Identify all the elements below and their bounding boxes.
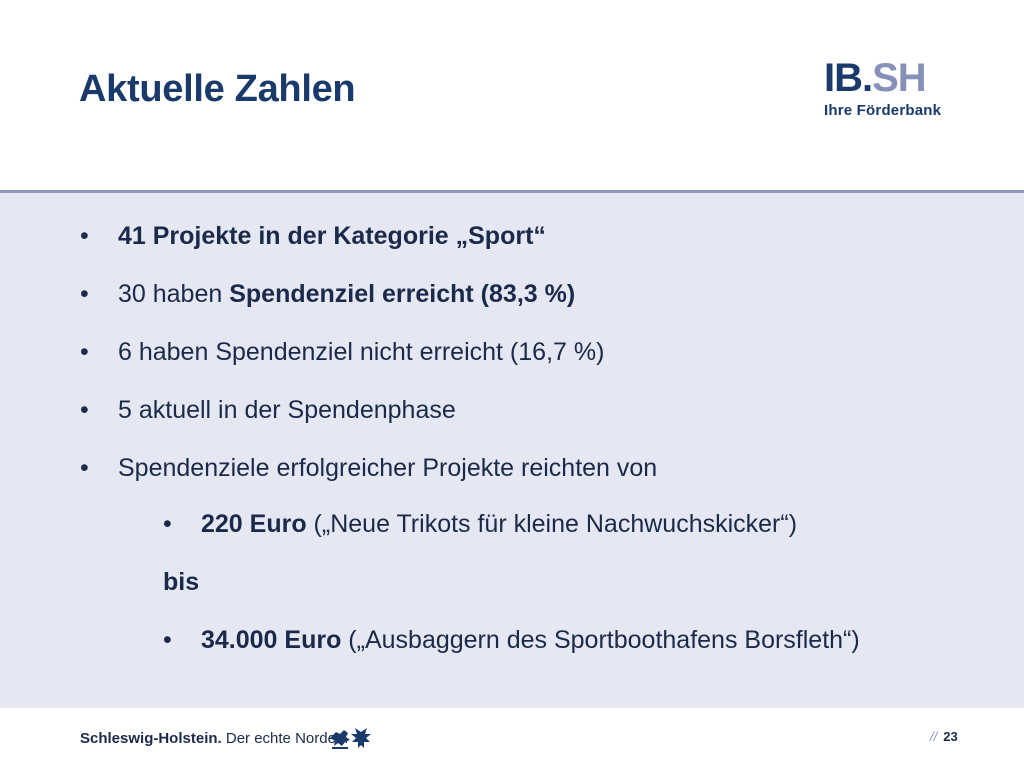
bullet-text-bold: 41 Projekte in der Kategorie „Sport“	[118, 222, 546, 250]
region-branding: Schleswig-Holstein. Der echte Norden.	[80, 730, 348, 747]
range-from-amount: 220 Euro	[201, 510, 307, 538]
slide-footer: Schleswig-Holstein. Der echte Norden. //…	[0, 708, 1024, 768]
range-to-amount: 34.000 Euro	[201, 626, 342, 654]
bullet-text: Spendenziele erfolgreicher Projekte reic…	[118, 454, 658, 482]
range-to-item: • 34.000 Euro („Ausbaggern des Sportboot…	[163, 625, 860, 655]
page-indicator: // 23	[930, 729, 958, 744]
bullet-dot: •	[80, 280, 89, 308]
page-number: 23	[943, 729, 958, 744]
region-name: Schleswig-Holstein.	[80, 730, 222, 747]
bullet-dot: •	[80, 222, 89, 250]
range-to-project: („Ausbaggern des Sportboothafens Borsfle…	[341, 626, 860, 654]
header-divider	[0, 190, 1024, 193]
logo-sh-text: SH	[872, 56, 927, 100]
logo-dot-text: .	[862, 56, 873, 100]
ib-sh-logo: IB.SH Ihre Förderbank	[824, 58, 949, 119]
bullet-text: 41 Projekte in der Kategorie „Sport“	[118, 221, 546, 251]
logo-ib-text: IB	[824, 56, 863, 100]
range-to-text: 34.000 Euro („Ausbaggern des Sportbootha…	[201, 625, 860, 655]
page-separator: //	[930, 729, 938, 744]
bullet-text-bold: Spendenziel erreicht (83,3 %)	[229, 280, 576, 308]
slide-header: Aktuelle Zahlen IB.SH Ihre Förderbank	[0, 0, 1024, 190]
schleswig-holstein-crest-icon	[330, 728, 371, 749]
bullet-text: 30 haben Spendenziel erreicht (83,3 %)	[118, 279, 575, 309]
bullet-dot: •	[80, 338, 89, 366]
range-from-text: 220 Euro („Neue Trikots für kleine Nachw…	[201, 509, 797, 539]
bullet-text: 5 aktuell in der Spendenphase	[118, 396, 456, 424]
bullet-text: 6 haben Spendenziel nicht erreicht (16,7…	[118, 338, 605, 366]
bullet-dot: •	[163, 510, 172, 538]
slide-content: • 41 Projekte in der Kategorie „Sport“ •…	[0, 193, 1024, 708]
logo-wordmark: IB.SH	[824, 58, 949, 98]
region-slogan: Der echte Norden.	[221, 730, 349, 747]
bullet-dot: •	[80, 396, 89, 424]
range-from-project: („Neue Trikots für kleine Nachwuchskicke…	[306, 510, 798, 538]
bullet-dot: •	[80, 454, 89, 482]
range-connector: bis	[163, 568, 200, 596]
bullet-dot: •	[163, 626, 172, 654]
bullet-text-regular: 30 haben	[118, 280, 230, 308]
slide-title: Aktuelle Zahlen	[79, 68, 356, 110]
logo-subtitle: Ihre Förderbank	[824, 102, 942, 119]
range-from-item: • 220 Euro („Neue Trikots für kleine Nac…	[163, 509, 797, 539]
